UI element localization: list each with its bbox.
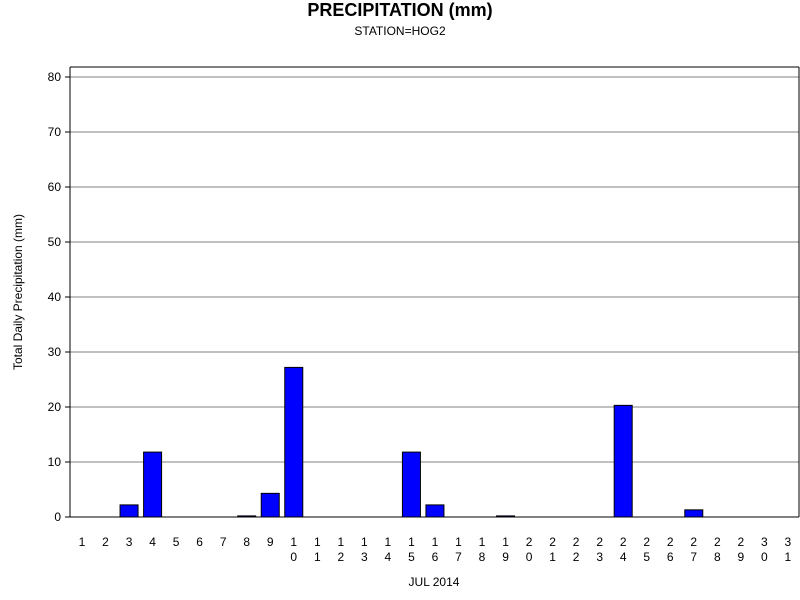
bar xyxy=(425,504,445,518)
y-tick-label: 70 xyxy=(48,125,62,139)
bars xyxy=(119,366,704,518)
x-tick-label: 9 xyxy=(267,535,274,549)
x-tick-labels: 1 2 3 4 5 6 7 8 9 1 01 11 21 31 41 51 61 71 81 92 02 12 22 32 42… xyxy=(79,535,792,564)
x-tick-label: 2 xyxy=(102,535,109,549)
gridlines xyxy=(70,76,799,463)
x-tick-label: 4 xyxy=(149,535,156,549)
y-tick-label: 10 xyxy=(48,455,62,469)
y-tick-label: 30 xyxy=(48,345,62,359)
x-tick-label: 5 xyxy=(173,535,180,549)
chart-subtitle: STATION=HOG2 xyxy=(354,24,446,38)
bar xyxy=(401,451,421,518)
y-tick-label: 50 xyxy=(48,235,62,249)
bar xyxy=(119,504,139,518)
bar xyxy=(284,366,304,518)
y-tick-labels: 0 10 20 30 40 50 60 70 80 xyxy=(48,70,62,524)
x-tick-label: 6 xyxy=(196,535,203,549)
axes xyxy=(65,66,800,518)
bar xyxy=(143,451,163,518)
y-tick-label: 0 xyxy=(54,510,61,524)
y-tick-label: 40 xyxy=(48,290,62,304)
bar xyxy=(260,492,280,518)
x-tick-label: 7 xyxy=(220,535,227,549)
bar xyxy=(613,404,633,518)
x-tick-label: 8 xyxy=(243,535,250,549)
y-tick-label: 60 xyxy=(48,180,62,194)
y-axis-label: Total Daily Precipitation (mm) xyxy=(11,214,25,370)
y-tick-label: 20 xyxy=(48,400,62,414)
x-axis-label: JUL 2014 xyxy=(409,575,460,589)
x-tick-label: 3 xyxy=(126,535,133,549)
y-tick-label: 80 xyxy=(48,70,62,84)
bar xyxy=(684,509,704,518)
chart-title: PRECIPITATION (mm) xyxy=(307,0,493,20)
x-tick-label: 1 xyxy=(79,535,86,549)
